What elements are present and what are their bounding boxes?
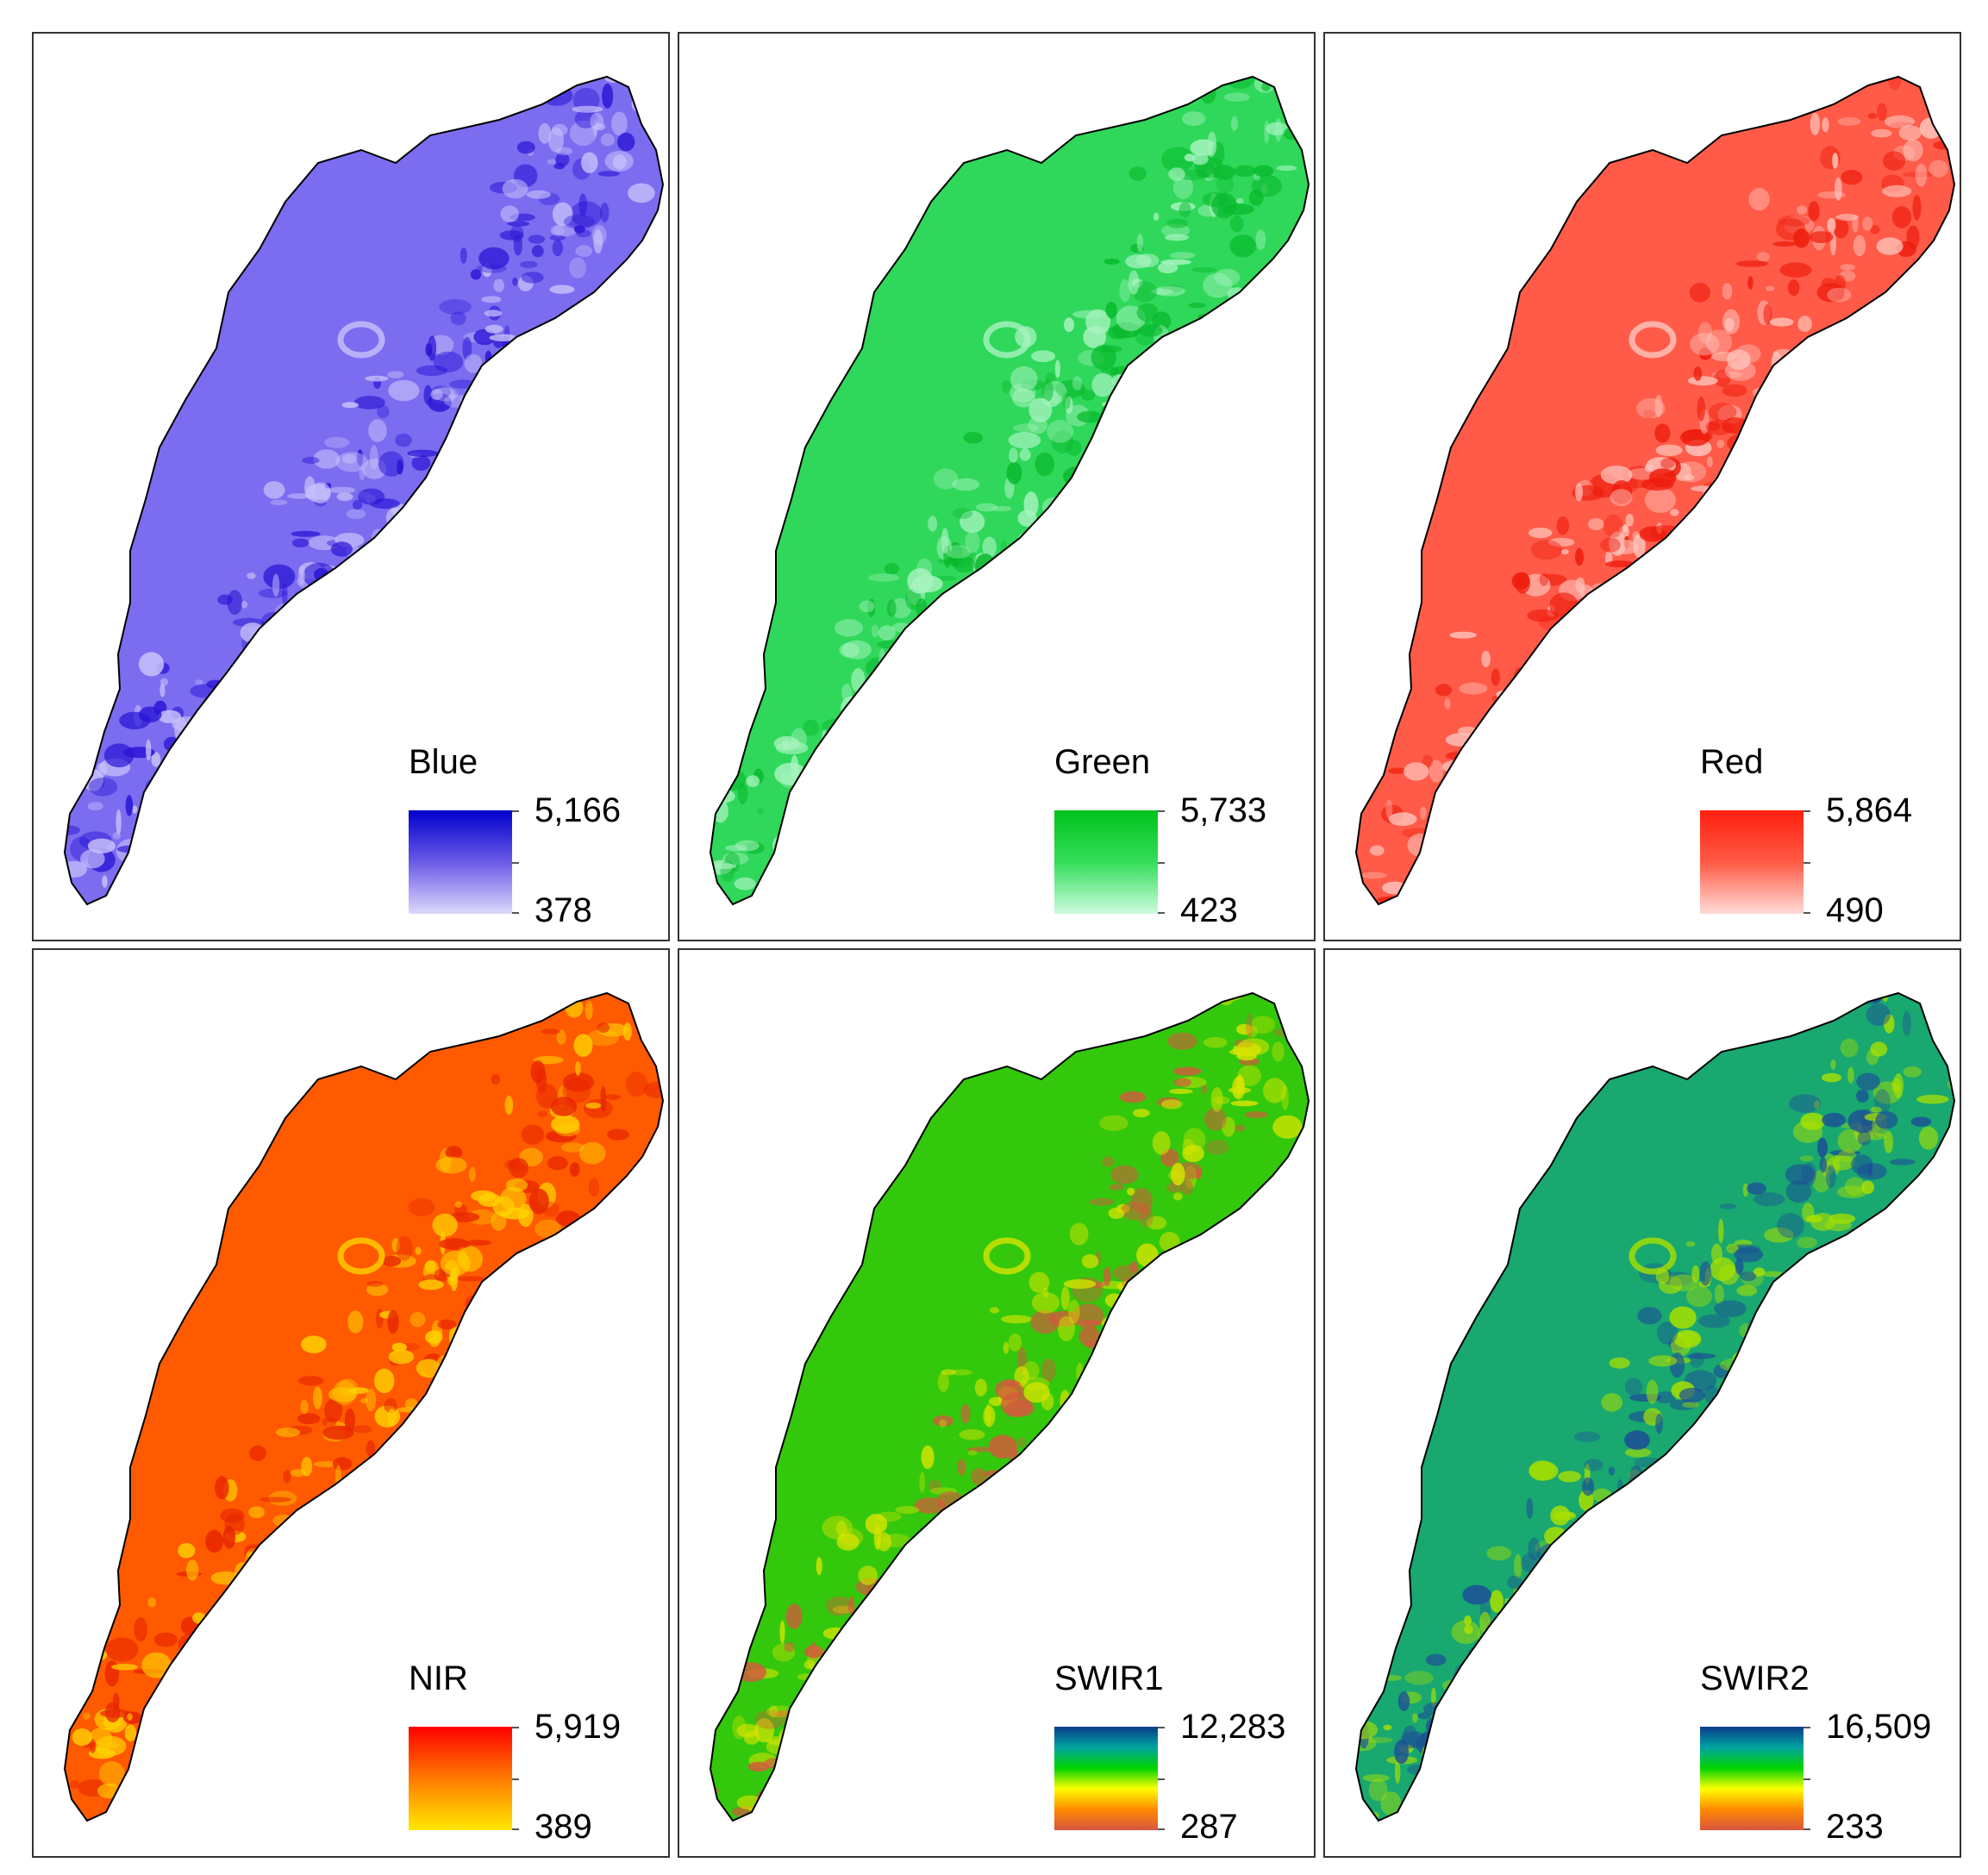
legend-tick [1804, 1727, 1810, 1728]
green-legend: Green 5,733 423 [1054, 743, 1313, 929]
red-raster-map [1354, 75, 1956, 906]
legend-tick [1158, 1727, 1165, 1728]
legend-color-ramp [1700, 1727, 1804, 1830]
legend-max-value: 5,733 [1180, 791, 1267, 829]
swir1-boundary-outline [709, 991, 1310, 1822]
panel-blue: Blue 5,166 378 [32, 32, 670, 941]
legend-color-ramp [1054, 1727, 1158, 1830]
legend-title: Blue [409, 743, 478, 781]
panel-nir: NIR 5,919 389 [32, 948, 670, 1858]
legend-title: Green [1054, 743, 1151, 781]
legend-max-value: 16,509 [1826, 1708, 1932, 1746]
nir-legend: NIR 5,919 389 [409, 1659, 667, 1846]
swir1-raster-map [709, 991, 1310, 1822]
nir-raster-map [63, 991, 665, 1822]
red-legend: Red 5,864 490 [1700, 743, 1959, 929]
legend-tick [1804, 912, 1810, 914]
legend-tick [512, 1778, 519, 1780]
legend-min-value: 389 [535, 1808, 592, 1846]
blue-legend: Blue 5,166 378 [409, 743, 667, 929]
nir-boundary-outline [63, 991, 665, 1822]
panel-green: Green 5,733 423 [678, 32, 1316, 941]
legend-min-value: 378 [535, 891, 592, 929]
legend-tick [1158, 912, 1165, 914]
legend-color-ramp [1700, 810, 1804, 914]
legend-color-ramp [409, 1727, 512, 1830]
legend-min-value: 490 [1826, 891, 1884, 929]
swir2-raster-map [1354, 991, 1956, 1822]
legend-max-value: 5,919 [535, 1708, 622, 1746]
legend-max-value: 12,283 [1180, 1708, 1286, 1746]
panel-red: Red 5,864 490 [1323, 32, 1961, 941]
legend-tick [512, 1828, 519, 1830]
legend-tick [1804, 810, 1810, 812]
legend-title: Red [1700, 743, 1764, 781]
swir2-boundary-outline [1354, 991, 1956, 1822]
legend-tick [1804, 862, 1810, 864]
legend-tick [512, 810, 519, 812]
legend-tick [1804, 1828, 1810, 1830]
legend-color-ramp [1054, 810, 1158, 914]
legend-color-ramp [409, 810, 512, 914]
legend-tick [1158, 862, 1165, 864]
legend-tick [1804, 1778, 1810, 1780]
legend-max-value: 5,166 [535, 791, 622, 829]
green-boundary-outline [709, 75, 1310, 906]
legend-min-value: 423 [1180, 891, 1238, 929]
red-boundary-outline [1354, 75, 1956, 906]
legend-tick [512, 1727, 519, 1728]
legend-title: SWIR1 [1054, 1659, 1164, 1697]
legend-tick [1158, 1828, 1165, 1830]
legend-min-value: 233 [1826, 1808, 1884, 1846]
legend-tick [512, 862, 519, 864]
panel-swir2: SWIR2 16,509 233 [1323, 948, 1961, 1858]
legend-tick [512, 912, 519, 914]
panel-swir1: SWIR1 12,283 287 [678, 948, 1316, 1858]
legend-max-value: 5,864 [1826, 791, 1913, 829]
legend-title: NIR [409, 1659, 468, 1697]
swir1-legend: SWIR1 12,283 287 [1054, 1659, 1313, 1846]
swir2-legend: SWIR2 16,509 233 [1700, 1659, 1959, 1846]
blue-boundary-outline [63, 75, 665, 906]
blue-raster-map [63, 75, 665, 906]
legend-title: SWIR2 [1700, 1659, 1810, 1697]
legend-tick [1158, 1778, 1165, 1780]
legend-tick [1158, 810, 1165, 812]
legend-min-value: 287 [1180, 1808, 1238, 1846]
green-raster-map [709, 75, 1310, 906]
